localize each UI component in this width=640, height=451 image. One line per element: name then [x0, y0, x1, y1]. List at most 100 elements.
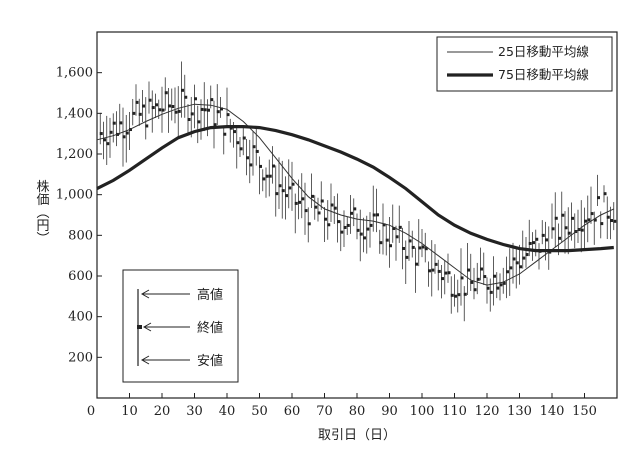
legend: 25日移動平均線 75日移動平均線: [436, 36, 613, 92]
close-mark: [298, 200, 301, 204]
legend-ma25-label: 25日移動平均線: [498, 44, 589, 59]
close-mark: [255, 149, 259, 153]
close-mark: [584, 219, 587, 223]
close-mark: [613, 219, 617, 223]
close-mark: [174, 110, 178, 114]
close-mark: [405, 255, 409, 259]
close-mark: [281, 189, 285, 193]
close-mark: [272, 164, 275, 168]
close-mark: [441, 277, 444, 281]
close-mark: [132, 111, 136, 115]
close-mark: [171, 104, 175, 108]
close-mark: [249, 163, 253, 167]
close-mark: [473, 288, 477, 292]
close-mark: [177, 109, 181, 113]
key-close-label: 終値: [197, 320, 223, 336]
close-mark: [125, 131, 129, 135]
close-mark: [525, 253, 529, 257]
y-axis-label: 株価（円）: [34, 180, 50, 245]
key-box: [122, 269, 239, 383]
close-mark: [493, 274, 496, 278]
close-mark: [151, 106, 155, 110]
close-mark: [580, 228, 584, 232]
close-mark: [424, 247, 428, 251]
close-mark: [278, 184, 282, 188]
close-mark: [314, 205, 318, 209]
close-mark: [164, 91, 168, 95]
close-mark: [356, 228, 360, 232]
close-mark: [275, 192, 279, 196]
close-mark: [216, 110, 220, 114]
close-mark: [600, 222, 604, 226]
close-mark: [509, 266, 513, 270]
close-mark: [457, 293, 461, 297]
y-tick-label: 400: [68, 310, 93, 325]
close-mark: [311, 194, 314, 198]
x-tick-label: 90: [381, 404, 398, 419]
close-mark: [220, 107, 223, 111]
y-axis-ticks: 200 400 600 800 1,000 1,200 1,400 1,600: [56, 66, 102, 365]
close-mark: [135, 100, 139, 104]
key-high-arrowhead: [140, 289, 150, 299]
close-mark: [350, 211, 353, 215]
close-mark: [428, 269, 431, 273]
close-mark: [385, 238, 389, 242]
close-mark: [353, 207, 357, 211]
close-mark: [337, 220, 340, 224]
close-mark: [106, 142, 110, 146]
close-mark: [138, 112, 142, 116]
close-mark: [194, 97, 197, 101]
x-tick-label: 60: [284, 404, 301, 419]
close-mark: [265, 174, 269, 178]
close-mark: [597, 196, 600, 200]
close-mark: [489, 290, 493, 294]
close-mark: [476, 277, 480, 281]
x-tick-label: 100: [410, 404, 435, 419]
x-tick-label: 40: [219, 404, 236, 419]
close-mark: [379, 241, 383, 245]
close-mark: [246, 156, 249, 160]
close-mark: [242, 136, 246, 140]
close-mark: [554, 216, 558, 220]
close-mark: [197, 120, 201, 124]
close-mark: [262, 177, 266, 181]
close-mark: [184, 95, 188, 99]
close-mark: [389, 244, 392, 248]
close-mark: [288, 186, 292, 190]
close-mark: [268, 174, 272, 178]
close-mark: [532, 241, 535, 245]
x-tick-label: 110: [442, 404, 467, 419]
close-mark: [148, 98, 152, 102]
close-mark: [327, 223, 331, 227]
close-mark: [545, 238, 548, 242]
close-mark: [519, 265, 522, 269]
close-mark: [213, 123, 217, 127]
close-mark: [483, 275, 487, 279]
close-mark: [307, 222, 311, 226]
close-mark: [551, 227, 555, 231]
close-mark: [499, 283, 503, 287]
y-tick-label: 1,200: [56, 147, 93, 162]
y-tick-label: 200: [68, 350, 93, 365]
close-mark: [252, 145, 256, 149]
close-mark: [158, 108, 162, 112]
close-mark: [285, 194, 288, 198]
close-mark: [603, 192, 607, 196]
legend-box: [436, 36, 613, 92]
close-mark: [480, 267, 483, 271]
close-mark: [496, 286, 500, 290]
key-close-tick: [137, 325, 142, 329]
close-mark: [528, 241, 532, 245]
close-mark: [408, 239, 412, 243]
price-bar-key: 高値 終値 安値: [122, 269, 239, 383]
close-mark: [411, 245, 415, 249]
close-mark: [402, 246, 405, 250]
close-mark: [522, 256, 526, 260]
close-mark: [324, 217, 327, 221]
close-mark: [561, 213, 565, 217]
close-mark: [535, 237, 539, 241]
close-mark: [112, 121, 116, 125]
close-mark: [502, 281, 506, 285]
close-mark: [587, 218, 591, 222]
